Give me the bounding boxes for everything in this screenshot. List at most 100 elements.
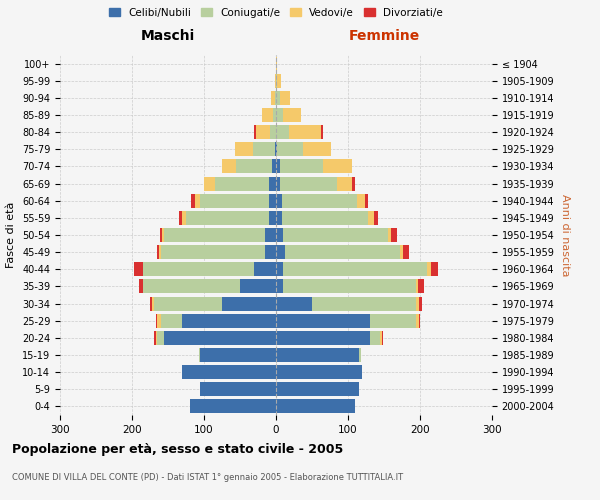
Bar	[358, 194, 365, 207]
Bar	[370, 314, 416, 328]
Bar	[312, 296, 416, 310]
Bar	[370, 331, 380, 345]
Bar	[337, 176, 352, 190]
Bar	[200, 348, 276, 362]
Bar	[391, 228, 397, 242]
Bar	[280, 176, 337, 190]
Bar	[194, 194, 200, 207]
Bar	[276, 74, 277, 88]
Bar	[182, 211, 186, 225]
Bar	[276, 125, 289, 139]
Bar	[186, 211, 269, 225]
Bar	[276, 56, 277, 70]
Bar	[143, 280, 240, 293]
Bar	[143, 262, 254, 276]
Bar	[280, 91, 290, 105]
Bar	[200, 194, 269, 207]
Bar	[162, 228, 164, 242]
Bar	[276, 194, 282, 207]
Text: COMUNE DI VILLA DEL CONTE (PD) - Dati ISTAT 1° gennaio 2005 - Elaborazione TUTTI: COMUNE DI VILLA DEL CONTE (PD) - Dati IS…	[12, 472, 403, 482]
Bar	[164, 331, 276, 345]
Bar	[240, 280, 276, 293]
Bar	[276, 296, 312, 310]
Bar	[262, 108, 273, 122]
Bar	[154, 331, 156, 345]
Bar	[352, 176, 355, 190]
Bar	[164, 228, 265, 242]
Bar	[134, 262, 143, 276]
Bar	[403, 245, 409, 259]
Bar	[253, 142, 275, 156]
Bar	[283, 228, 388, 242]
Bar	[431, 262, 438, 276]
Bar	[204, 176, 215, 190]
Bar	[276, 365, 362, 379]
Bar	[282, 194, 358, 207]
Bar	[271, 91, 275, 105]
Bar	[276, 228, 283, 242]
Text: Maschi: Maschi	[141, 29, 195, 43]
Bar	[152, 296, 154, 310]
Bar	[275, 91, 276, 105]
Bar	[200, 382, 276, 396]
Bar	[276, 245, 284, 259]
Bar	[154, 296, 222, 310]
Bar	[276, 348, 359, 362]
Bar	[269, 176, 276, 190]
Bar	[265, 245, 276, 259]
Bar	[199, 348, 200, 362]
Bar	[276, 160, 280, 173]
Bar	[157, 245, 160, 259]
Bar	[276, 400, 355, 413]
Bar	[236, 160, 272, 173]
Bar	[222, 160, 236, 173]
Bar	[276, 211, 282, 225]
Bar	[277, 142, 302, 156]
Bar	[191, 194, 194, 207]
Text: Femmine: Femmine	[349, 29, 419, 43]
Bar	[302, 142, 331, 156]
Bar	[160, 228, 162, 242]
Bar	[276, 280, 283, 293]
Bar	[400, 245, 403, 259]
Bar	[157, 331, 164, 345]
Bar	[276, 331, 370, 345]
Bar	[388, 228, 391, 242]
Bar	[156, 314, 157, 328]
Bar	[283, 280, 416, 293]
Bar	[276, 176, 280, 190]
Bar	[283, 262, 427, 276]
Bar	[179, 211, 182, 225]
Bar	[150, 296, 152, 310]
Bar	[161, 245, 265, 259]
Y-axis label: Fasce di età: Fasce di età	[7, 202, 16, 268]
Bar	[270, 125, 276, 139]
Bar	[265, 228, 276, 242]
Bar	[275, 74, 276, 88]
Bar	[323, 160, 352, 173]
Bar	[289, 125, 322, 139]
Bar	[276, 142, 277, 156]
Bar	[322, 125, 323, 139]
Bar	[359, 348, 361, 362]
Bar	[157, 314, 161, 328]
Legend: Celibi/Nubili, Coniugati/e, Vedovi/e, Divorziati/e: Celibi/Nubili, Coniugati/e, Vedovi/e, Di…	[109, 8, 443, 18]
Bar	[275, 142, 276, 156]
Bar	[222, 296, 276, 310]
Bar	[273, 108, 276, 122]
Bar	[380, 331, 382, 345]
Text: Popolazione per età, sesso e stato civile - 2005: Popolazione per età, sesso e stato civil…	[12, 442, 343, 456]
Bar	[256, 125, 270, 139]
Bar	[427, 262, 431, 276]
Bar	[276, 382, 359, 396]
Bar	[416, 314, 419, 328]
Bar	[269, 211, 276, 225]
Bar	[280, 160, 323, 173]
Bar	[160, 245, 161, 259]
Bar	[254, 125, 256, 139]
Bar	[368, 211, 374, 225]
Bar	[161, 314, 182, 328]
Bar	[156, 331, 157, 345]
Y-axis label: Anni di nascita: Anni di nascita	[560, 194, 570, 276]
Bar	[215, 176, 269, 190]
